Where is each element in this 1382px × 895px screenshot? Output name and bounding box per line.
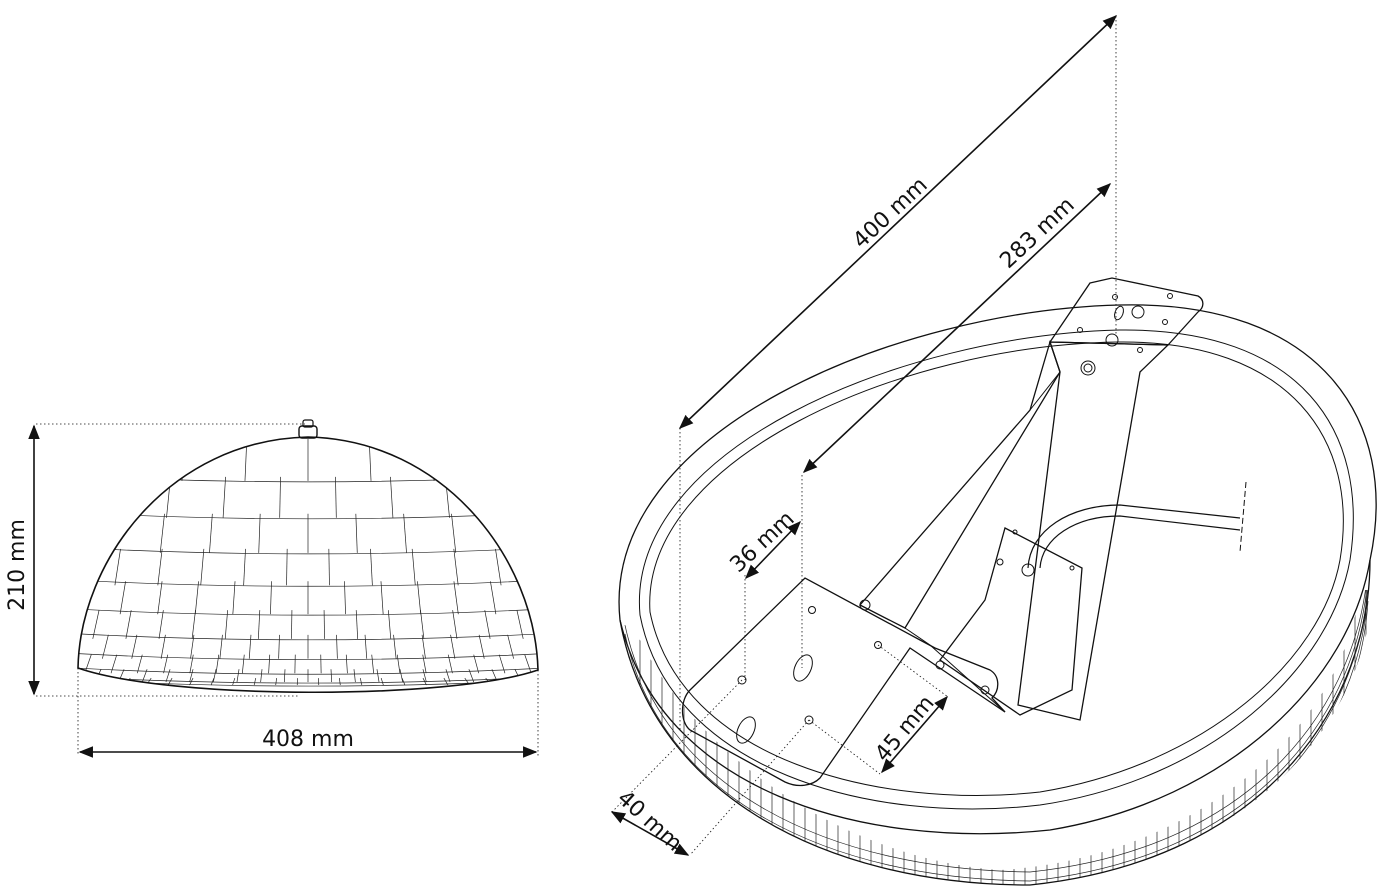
- offset-36-dimension-line: [745, 520, 801, 580]
- dome-mirror-tiles: [78, 438, 538, 687]
- power-cable: [1027, 504, 1241, 569]
- height-dimension-label: 210 mm: [5, 519, 30, 611]
- width-dimension-label: 408 mm: [262, 727, 354, 752]
- hole-spacing-dimension-label: 283 mm: [995, 193, 1079, 274]
- offset-45-dimension-line: [881, 695, 948, 774]
- hole-spacing-dimension-line: [802, 183, 1112, 473]
- offset-40-dimension-line: [610, 811, 690, 856]
- length-dimension-label: 400 mm: [848, 173, 932, 254]
- dome-outline: [77, 436, 539, 694]
- offset-40-dimension-label: 40 mm: [612, 786, 687, 857]
- dome-front-view: 210 mm 408 mm: [5, 419, 539, 758]
- dome-top-hook: [298, 425, 318, 439]
- offset-36-dimension-label: 36 mm: [726, 507, 800, 578]
- bowl-mirror-tiles: [624, 590, 1369, 885]
- offset-45-dimension-label: 45 mm: [870, 691, 939, 767]
- mount-view: 400 mm 283 mm 36 mm 45 mm 40 mm: [610, 15, 1377, 886]
- bowl-outer-rim: [618, 304, 1377, 835]
